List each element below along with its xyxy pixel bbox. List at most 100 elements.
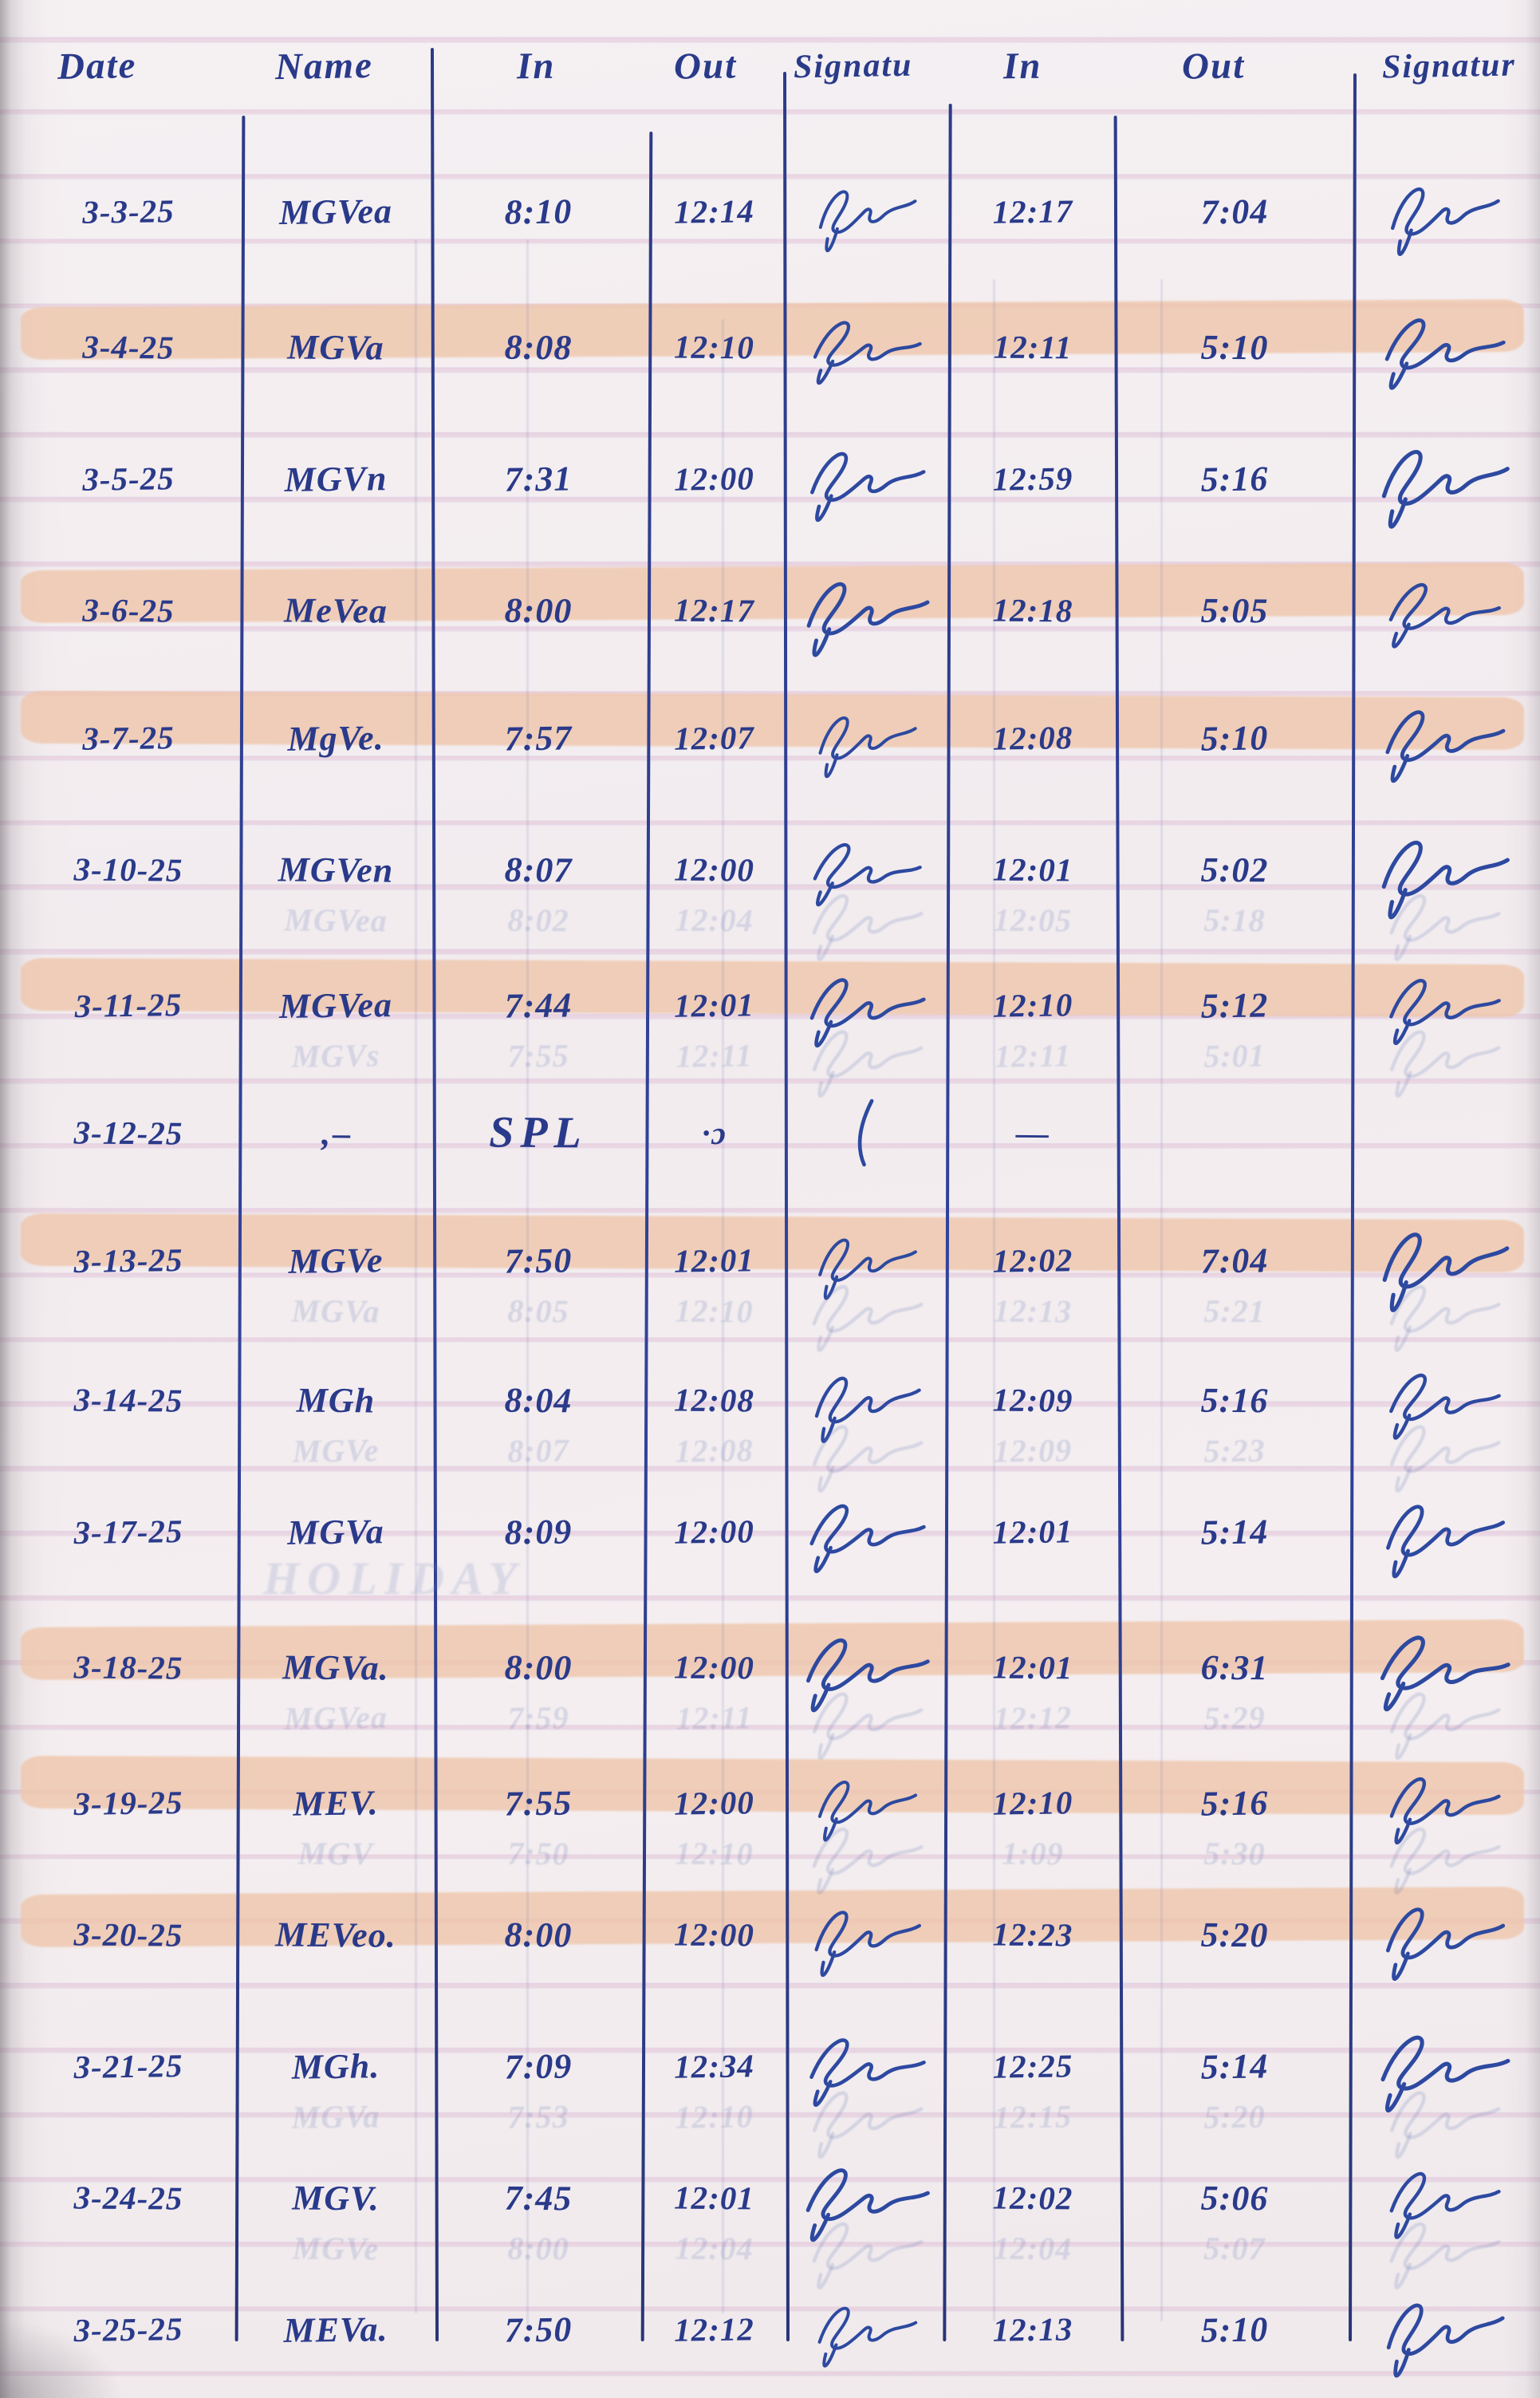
signature	[1389, 2222, 1501, 2290]
signature	[1389, 2091, 1501, 2159]
signature-cell	[1355, 1470, 1530, 1592]
signature-cell	[787, 550, 943, 671]
signature	[1381, 450, 1510, 529]
signature-cell	[1355, 417, 1530, 539]
ghost-signature-cell	[1355, 1401, 1530, 1499]
header-out-noon: Out	[673, 45, 738, 88]
signature	[1382, 1233, 1510, 1312]
signature	[1388, 582, 1501, 649]
time-in-afternoon-cell: 12:08	[992, 719, 1073, 757]
name-cell: MGVn	[284, 458, 388, 499]
ghost-signature-cell	[787, 1402, 943, 1500]
ghost-time-cell: 12:09	[993, 1431, 1073, 1469]
time-in-morning-cell: 8:10	[504, 191, 573, 232]
ghost-time-cell: 12:10	[675, 1835, 754, 1871]
signature	[1381, 840, 1510, 920]
signature	[812, 2222, 924, 2290]
signature	[817, 2306, 918, 2368]
time-out-noon-cell: 12:14	[673, 192, 755, 231]
signature	[1389, 1827, 1501, 1895]
bleed-through-row: MGVea 8:02 12:04 12:05 5:18	[0, 872, 1540, 968]
time-in-morning-cell: 8:08	[504, 327, 573, 367]
ghost-time-cell: 12:04	[675, 901, 754, 938]
ghost-time-cell: 8:05	[507, 1292, 569, 1329]
ghost-name-cell: MGVs	[291, 1036, 380, 1075]
ghost-time-cell: 12:13	[993, 1292, 1073, 1329]
time-out-evening-cell: 5:05	[1200, 590, 1269, 630]
ghost-time-cell: 8:02	[507, 901, 569, 938]
ghost-column-line	[722, 319, 724, 2313]
ghost-time-cell: 5:23	[1203, 1431, 1266, 1469]
header-date: Date	[57, 45, 137, 88]
ghost-time-cell: 12:11	[675, 1036, 753, 1075]
header-in-morning: In	[516, 45, 556, 88]
ghost-column-line	[526, 239, 529, 2329]
signature-cell	[1355, 1607, 1530, 1728]
time-in-morning-cell: 7:57	[504, 717, 573, 759]
date-cell: 3-7-25	[82, 719, 175, 757]
time-in-afternoon-cell: 12:17	[992, 192, 1073, 231]
ghost-name-cell: MGV	[297, 1835, 374, 1871]
signature-cell	[1355, 2005, 1530, 2127]
ghost-time-cell: 7:53	[507, 2097, 569, 2136]
table-row: 3-24-25 MGV. 7:45 12:01 12:02 5:06	[0, 2138, 1540, 2258]
bleed-through-row: MGVea 7:59 12:11 12:12 5:29	[0, 1670, 1540, 1765]
time-in-morning-cell: 8:00	[504, 590, 573, 630]
signature	[813, 321, 922, 385]
ghost-time-cell: 12:10	[675, 2097, 754, 2136]
name-cell: MeVea	[283, 590, 388, 631]
ghost-time-cell: 8:00	[507, 2230, 569, 2266]
ghost-time-cell: 12:08	[675, 1431, 754, 1469]
signature-cell	[1355, 1741, 1530, 1864]
signature	[1389, 1373, 1501, 1440]
ghost-time-cell: 7:50	[507, 1835, 569, 1871]
ghost-time-cell: 12:15	[993, 2097, 1073, 2136]
signature	[1389, 2171, 1501, 2239]
header-out-evening: Out	[1181, 45, 1246, 88]
ghost-time-cell: 5:01	[1203, 1036, 1266, 1075]
bleed-through-row: MGVe 8:00 12:04 12:04 5:07	[0, 2200, 1540, 2296]
date-cell: 3-6-25	[82, 591, 175, 629]
signature	[1390, 187, 1500, 256]
signature	[812, 1284, 924, 1352]
table-row: 3-17-25 MGVa 8:09 12:00 12:01 5:14	[0, 1472, 1540, 1591]
signature-cell	[787, 945, 943, 1067]
table-row: 3-20-25 MEVeo. 8:00 12:00 12:23 5:20	[0, 1875, 1540, 1994]
ghost-time-cell: 8:07	[507, 1431, 569, 1469]
table-row: 3-4-25 MGVa 8:08 12:10 12:11 5:10	[0, 287, 1540, 407]
time-out-evening-cell: 5:10	[1200, 717, 1269, 759]
ghost-name-cell: MGVea	[284, 901, 388, 939]
signature	[1389, 1777, 1501, 1845]
signature-cell	[787, 1874, 943, 1995]
bleed-through-row: MGVs 7:55 12:11 12:11 5:01	[0, 1008, 1540, 1103]
signature	[1389, 1425, 1501, 1493]
signature	[818, 716, 917, 779]
signature-cell	[1355, 2137, 1530, 2258]
time-out-evening-cell: 7:04	[1200, 191, 1269, 232]
ghost-name-cell: MGVa	[291, 1292, 380, 1329]
table-row: 3-19-25 MEV. 7:55 12:00 12:10 5:16	[0, 1743, 1540, 1863]
table-row: 3-21-25 MGh. 7:09 12:34 12:25 5:14	[0, 2006, 1540, 2126]
time-out-noon-cell: 12:07	[673, 719, 755, 757]
ghost-time-cell: 12:11	[675, 1698, 753, 1737]
ghost-column-line	[415, 239, 417, 2313]
signature-cell	[1355, 550, 1530, 671]
ghost-time-cell: 12:12	[993, 1698, 1073, 1737]
time-out-evening-cell: 5:10	[1200, 327, 1269, 367]
ghost-time-cell: 5:20	[1203, 2097, 1266, 2136]
signature-cell	[1355, 150, 1530, 272]
signature-cell	[787, 1471, 943, 1593]
time-out-evening-cell: 5:16	[1200, 458, 1269, 499]
ghost-time-cell: 5:07	[1203, 2230, 1266, 2266]
signature-cell	[1355, 1874, 1530, 1995]
ghost-column-line	[993, 279, 995, 2321]
ghost-time-cell: 5:18	[1203, 901, 1266, 938]
table-row: 3-11-25 MGVea 7:44 12:01 12:10 5:12	[0, 945, 1540, 1065]
time-in-afternoon-cell: 12:18	[992, 591, 1073, 629]
time-out-noon-cell: 12:17	[673, 591, 755, 629]
ghost-signature-cell	[787, 1262, 943, 1359]
signature	[810, 452, 926, 523]
signature	[812, 1030, 924, 1098]
ghost-time-cell: 12:10	[675, 1292, 754, 1329]
signature-cell	[787, 151, 943, 273]
